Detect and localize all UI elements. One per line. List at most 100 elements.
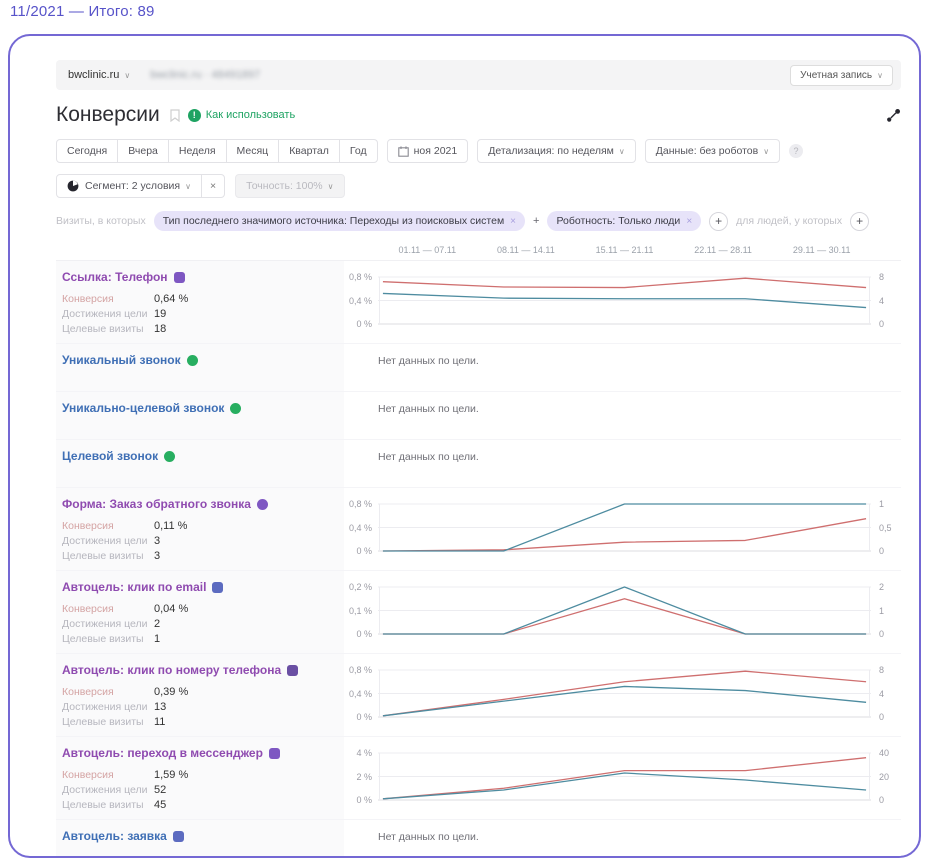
period-button-вчера[interactable]: Вчера: [117, 139, 169, 163]
title-row: Конверсии ! Как использовать: [56, 103, 901, 127]
chevron-down-icon: ∨: [618, 146, 625, 156]
left-tick-label: 0 %: [356, 319, 372, 329]
segment-button[interactable]: Сегмент: 2 условия ∨: [56, 174, 202, 198]
metric-label: Достижения цели: [62, 308, 148, 320]
goal-row: Целевой звонок Нет данных по цели.: [56, 440, 901, 488]
target-call-goal-icon: [164, 450, 176, 462]
right-tick-label: 4: [879, 688, 885, 699]
compare-icon[interactable]: [886, 108, 901, 123]
left-tick-label: 0 %: [356, 546, 372, 556]
detail-dropdown-label: Детализация: по неделям: [488, 145, 614, 157]
chart-plot[interactable]: [378, 665, 871, 721]
right-tick-label: 0: [879, 319, 885, 329]
goal-title-link[interactable]: Целевой звонок: [62, 449, 159, 463]
metric-value: 0,64 %: [154, 293, 189, 305]
messenger-goal-icon: [268, 747, 280, 759]
period-button-месяц[interactable]: Месяц: [225, 139, 280, 163]
metric-row: Целевые визиты 3: [62, 550, 334, 562]
how-to-use-link[interactable]: Как использовать: [205, 109, 296, 121]
metric-label: Достижения цели: [62, 784, 148, 796]
remove-chip-icon[interactable]: ×: [510, 215, 517, 227]
add-condition-button[interactable]: +: [533, 215, 540, 227]
toolbar: Сегодня Вчера Неделя Месяц Квартал Год ноя 20…: [56, 139, 901, 163]
goal-title-link[interactable]: Автоцель: заявка: [62, 829, 167, 843]
left-tick-label: 0 %: [356, 629, 372, 639]
metric-value: 52: [154, 784, 167, 796]
period-button-неделя[interactable]: Неделя: [167, 139, 227, 163]
right-tick-label: 8: [879, 665, 885, 675]
left-tick-label: 0,4 %: [348, 522, 372, 533]
goal-title-link[interactable]: Форма: Заказ обратного звонка: [62, 497, 251, 511]
goal-title-link[interactable]: Автоцель: переход в мессенджер: [62, 746, 263, 760]
chart-left-axis: 0,8 % 0,4 % 0 %: [334, 665, 378, 722]
metric-value: 2: [154, 618, 161, 630]
filter-chips: Тип последнего значимого источника: Пере…: [153, 211, 702, 231]
metric-label: Достижения цели: [62, 618, 148, 630]
metric-row: Достижения цели 2: [62, 618, 334, 630]
date-picker-button[interactable]: ноя 2021: [386, 139, 469, 163]
chart-right-axis: 2 1 0: [871, 582, 901, 639]
metric-label: Целевые визиты: [62, 550, 144, 562]
period-button-год[interactable]: Год: [338, 139, 378, 163]
goal-chart-area: Нет данных по цели.: [334, 353, 901, 383]
goal-title-link[interactable]: Уникально-целевой звонок: [62, 401, 225, 415]
add-visit-condition-button[interactable]: +: [709, 211, 729, 231]
metric-row: Целевые визиты 45: [62, 799, 334, 811]
chart-plot[interactable]: [378, 272, 871, 328]
bookmark-icon[interactable]: [170, 108, 180, 122]
segment-pie-icon: [67, 180, 79, 192]
period-button-сегодня[interactable]: Сегодня: [56, 139, 119, 163]
goal-title-row: Автоцель: клик по email: [62, 580, 334, 594]
accuracy-dropdown[interactable]: Точность: 100% ∨: [235, 174, 345, 198]
chart-plot[interactable]: [378, 499, 871, 555]
goal-title-link[interactable]: Автоцель: клик по номеру телефона: [62, 663, 282, 677]
help-icon[interactable]: ?: [789, 144, 804, 158]
metric-value: 1: [154, 633, 161, 645]
period-button-квартал[interactable]: Квартал: [278, 139, 340, 163]
date-header-spacer: [56, 245, 378, 255]
date-header-right-spacer: [871, 245, 901, 255]
page-title: Конверсии: [56, 103, 160, 126]
segment-clear-button[interactable]: ×: [200, 174, 226, 198]
left-tick-label: 0,4 %: [348, 295, 372, 306]
add-people-condition-button[interactable]: +: [850, 211, 870, 231]
no-data-text: Нет данных по цели.: [378, 451, 479, 463]
goal-title-row: Целевой звонок: [62, 449, 334, 463]
goal-chart-area: 4 % 2 % 0 % 40 20 0: [334, 746, 901, 811]
filter-chip[interactable]: Тип последнего значимого источника: Пере…: [153, 211, 526, 231]
goal-reaches-line: [383, 293, 866, 307]
account-button[interactable]: Учетная запись ∨: [790, 64, 893, 86]
no-data-text: Нет данных по цели.: [378, 403, 479, 415]
detail-dropdown[interactable]: Детализация: по неделям ∨: [477, 139, 636, 163]
chart-right-axis: 40 20 0: [871, 748, 901, 805]
report-period-total-label: 11/2021 — Итого: 89: [10, 3, 155, 20]
date-column-label: 22.11 — 28.11: [694, 245, 752, 255]
chart-plot[interactable]: [378, 582, 871, 638]
metric-row: Конверсия 0,04 %: [62, 603, 334, 615]
chevron-down-icon: ∨: [763, 146, 770, 156]
chevron-down-icon: ∨: [185, 181, 191, 191]
accuracy-label: Точность: 100%: [246, 180, 323, 192]
metric-row: Достижения цели 13: [62, 701, 334, 713]
no-data-text: Нет данных по цели.: [378, 831, 479, 843]
chart-left-axis: 0,8 % 0,4 % 0 %: [334, 499, 378, 556]
no-data-text: Нет данных по цели.: [378, 355, 479, 367]
metric-value: 18: [154, 323, 167, 335]
goal-title-link[interactable]: Ссылка: Телефон: [62, 270, 168, 284]
metric-label: Конверсия: [62, 603, 114, 615]
metric-label: Целевые визиты: [62, 323, 144, 335]
segment-row: Сегмент: 2 условия ∨ × Точность: 100% ∨: [56, 174, 901, 198]
chart-plot[interactable]: [378, 748, 871, 804]
remove-chip-icon[interactable]: ×: [686, 215, 693, 227]
goal-title-link[interactable]: Автоцель: клик по email: [62, 580, 207, 594]
goal-info: Автоцель: клик по номеру телефона Конверс…: [56, 663, 334, 728]
goal-title-link[interactable]: Уникальный звонок: [62, 353, 181, 367]
data-filter-label: Данные: без роботов: [655, 145, 759, 157]
data-filter-dropdown[interactable]: Данные: без роботов ∨: [644, 139, 781, 163]
filter-chip[interactable]: Роботность: Только люди ×: [547, 211, 702, 231]
right-tick-label: 8: [879, 272, 885, 282]
counter-switcher[interactable]: bwclinic.ru ∨: [64, 69, 134, 81]
goal-chart: 0,8 % 0,4 % 0 % 1 0,5 0: [334, 499, 901, 556]
left-tick-label: 0,8 %: [348, 499, 372, 509]
